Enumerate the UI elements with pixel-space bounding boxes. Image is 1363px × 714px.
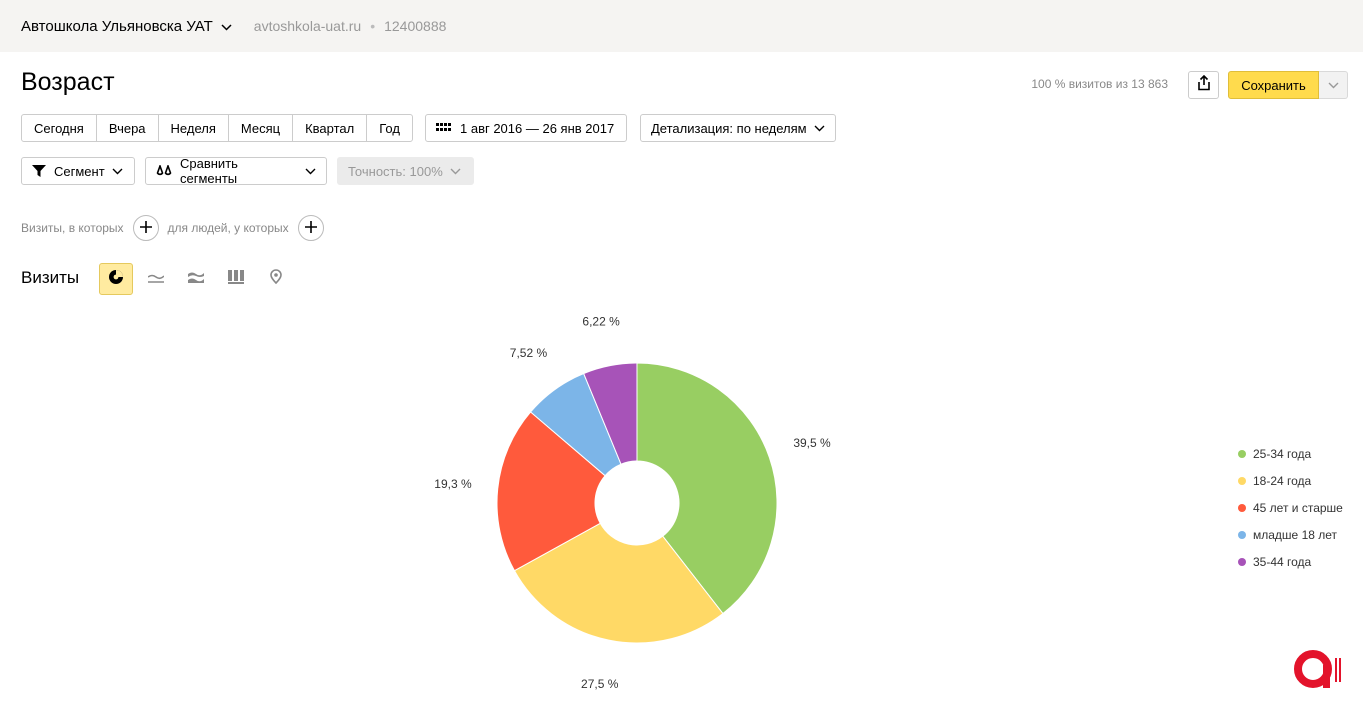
detail-label: Детализация: по неделям	[651, 120, 807, 136]
chart-type-pie-button[interactable]	[99, 263, 133, 295]
accuracy-dropdown[interactable]: Точность: 100%	[337, 157, 474, 185]
legend-label: 35-44 года	[1253, 554, 1312, 569]
legend-item[interactable]: 35-44 года	[1238, 548, 1343, 575]
legend-dot-icon	[1238, 530, 1246, 539]
compare-icon	[156, 165, 172, 177]
legend-label: младше 18 лет	[1253, 527, 1338, 542]
chevron-down-icon	[112, 168, 123, 175]
add-people-condition-button[interactable]	[297, 215, 324, 241]
filter-row: Визиты, в которых для людей, у которых	[21, 215, 333, 241]
period-yesterday[interactable]: Вчера	[97, 115, 159, 141]
date-range-label: 1 авг 2016 — 26 янв 2017	[460, 120, 615, 136]
pie-slice[interactable]	[583, 362, 638, 465]
chart-type-area-button[interactable]	[179, 263, 213, 295]
slice-label: 7,52 %	[510, 346, 548, 360]
chart-section-title: Визиты	[21, 268, 80, 287]
area-chart-icon	[188, 270, 204, 288]
slice-label: 19,3 %	[434, 477, 472, 491]
slice-label: 39,5 %	[793, 436, 831, 450]
save-button[interactable]: Сохранить	[1228, 71, 1319, 99]
period-selector: Сегодня Вчера Неделя Месяц Квартал Год	[21, 114, 413, 142]
site-selector[interactable]: Автошкола Ульяновска УАТ	[21, 18, 254, 35]
separator: •	[370, 18, 376, 34]
plus-icon	[139, 220, 152, 236]
legend-dot-icon	[1238, 449, 1246, 458]
pie-slice[interactable]	[636, 362, 778, 615]
period-month[interactable]: Месяц	[229, 115, 294, 141]
period-year[interactable]: Год	[379, 120, 400, 136]
slice-label: 6,22 %	[582, 315, 620, 329]
legend-dot-icon	[1238, 503, 1246, 512]
visits-info: 100 % визитов из 13 863	[1031, 77, 1168, 91]
legend-dot-icon	[1238, 476, 1246, 485]
chevron-down-icon	[221, 18, 232, 35]
period-week[interactable]: Неделя	[159, 115, 229, 141]
filter-icon	[32, 165, 46, 177]
add-visit-condition-button[interactable]	[132, 215, 159, 241]
chart-type-map-button[interactable]	[259, 263, 293, 295]
pie-slice[interactable]	[496, 411, 606, 572]
accuracy-label: Точность: 100%	[348, 163, 443, 179]
visits-filter-label: Визиты, в которых	[21, 221, 124, 235]
line-chart-icon	[147, 270, 165, 288]
legend-dot-icon	[1238, 557, 1246, 566]
plus-icon	[304, 220, 317, 236]
period-today[interactable]: Сегодня	[22, 115, 97, 141]
site-domain: avtoshkola-uat.ru	[253, 18, 362, 34]
detail-dropdown[interactable]: Детализация: по неделям	[640, 114, 836, 142]
period-quarter[interactable]: Квартал	[293, 115, 368, 141]
legend-label: 25-34 года	[1253, 446, 1312, 461]
pie-slice[interactable]	[513, 522, 724, 644]
export-button[interactable]	[1188, 71, 1219, 99]
chart-type-bar-button[interactable]	[219, 263, 253, 295]
segment-button[interactable]: Сегмент	[21, 157, 135, 185]
legend-label: 45 лет и старше	[1253, 500, 1343, 515]
map-pin-icon	[269, 268, 283, 290]
pie-chart-svg: 39,5 % 27,5 % 19,3 % 7,52 % 6,22 %	[434, 315, 831, 692]
chevron-down-icon	[814, 125, 825, 132]
people-filter-label: для людей, у которых	[167, 221, 289, 235]
page-title: Возраст	[21, 68, 115, 96]
compare-label: Сравнить сегменты	[180, 156, 238, 186]
legend-item[interactable]: младше 18 лет	[1238, 521, 1343, 548]
date-range-button[interactable]: 1 авг 2016 — 26 янв 2017	[425, 114, 627, 142]
header-bar: Автошкола Ульяновска УАТ avtoshkola-uat.…	[0, 0, 1363, 52]
legend-item[interactable]: 45 лет и старше	[1238, 494, 1343, 521]
legend-item[interactable]: 18-24 года	[1238, 467, 1343, 494]
chart-legend: 25-34 года 18-24 года 45 лет и старше младш…	[1238, 440, 1343, 575]
legend-item[interactable]: 25-34 года	[1238, 440, 1343, 467]
bar-chart-icon	[228, 269, 244, 289]
counter-id: 12400888	[384, 18, 447, 34]
slice-label: 27,5 %	[581, 677, 619, 691]
chevron-down-icon	[450, 168, 461, 175]
chevron-down-icon	[1328, 76, 1339, 94]
chart-type-switcher	[99, 263, 299, 295]
compare-segments-button[interactable]: Сравнить сегменты	[145, 156, 327, 186]
calendar-icon	[436, 123, 452, 133]
chevron-down-icon	[305, 168, 316, 175]
pie-chart-icon	[108, 269, 124, 290]
chart-type-line-button[interactable]	[139, 263, 173, 295]
pie-chart: 39,5 % 27,5 % 19,3 % 7,52 % 6,22 %	[0, 300, 1363, 714]
brand-logo	[1293, 648, 1345, 692]
save-options-button[interactable]	[1319, 71, 1348, 99]
share-icon	[1197, 74, 1211, 96]
legend-label: 18-24 года	[1253, 473, 1312, 488]
site-name: Автошкола Ульяновска УАТ	[21, 17, 213, 35]
segment-label: Сегмент	[54, 163, 105, 179]
